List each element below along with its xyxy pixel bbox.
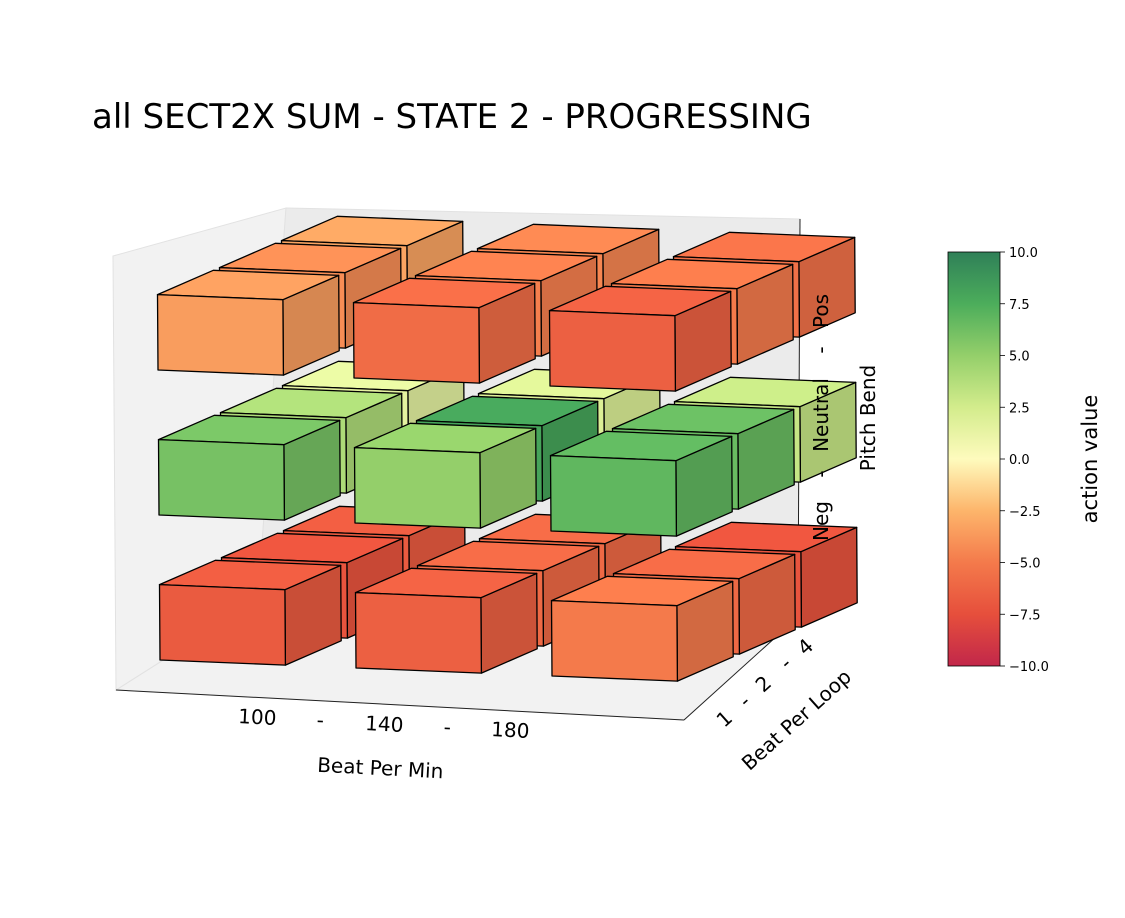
bar-cube <box>352 277 536 384</box>
z-tick-label: Neutral <box>809 378 833 452</box>
colorbar-tick-label: −2.5 <box>1009 505 1041 520</box>
colorbar-gradient <box>947 251 1001 667</box>
chart-title: all SECT2X SUM - STATE 2 - PROGRESSING <box>92 97 812 137</box>
y-tick-label: - <box>775 651 796 674</box>
bar-cube <box>548 285 732 392</box>
x-tick-label: 100 <box>238 704 277 730</box>
x-tick-label: 140 <box>365 711 404 737</box>
colorbar-tick-label: 10.0 <box>1009 246 1038 261</box>
z-tick-label: Neg <box>809 501 833 541</box>
colorbar-label: action value <box>1078 395 1102 524</box>
bar-front-face <box>352 301 481 384</box>
bar-front-face <box>548 309 677 392</box>
bar-front-face <box>354 591 483 674</box>
bar-cube <box>353 422 537 529</box>
colorbar-ticks: 10.0 7.5 5.0 2.5 0.0 −2.5 −5.0 −7.5 −10.0 <box>1000 246 1049 675</box>
x-tick-label: 180 <box>491 717 530 743</box>
y-tick-label: 2 <box>751 671 777 697</box>
bar-cube <box>354 567 538 674</box>
x-axis-label: Beat Per Min <box>317 753 444 784</box>
z-tick-label: Pos <box>809 294 833 328</box>
y-tick-label: - <box>734 689 755 712</box>
colorbar-tick-label: −5.0 <box>1009 557 1041 572</box>
x-tick-label: - <box>443 715 451 739</box>
x-axis-line <box>115 689 685 721</box>
bar-front-face <box>157 438 286 521</box>
colorbar-tick-label: −7.5 <box>1009 608 1041 623</box>
colorbar: 10.0 7.5 5.0 2.5 0.0 −2.5 −5.0 −7.5 −10.0 action… <box>947 246 1102 675</box>
bar-cube <box>549 430 733 537</box>
colorbar-tick-label: 7.5 <box>1009 298 1030 313</box>
bar-cube <box>157 414 341 521</box>
z-tick-label: - <box>809 346 833 353</box>
z-ticks: Neg - Neutral - Pos <box>809 294 833 541</box>
bar-front-face <box>550 599 679 682</box>
x-ticks: 100 - 140 - 180 <box>238 704 530 743</box>
colorbar-tick-label: −10.0 <box>1009 660 1049 675</box>
colorbar-tick-label: 5.0 <box>1009 350 1030 365</box>
y-tick-label: 1 <box>712 706 738 732</box>
z-axis-label: Pitch Bend <box>856 365 880 471</box>
colorbar-tick-label: 0.0 <box>1009 453 1030 468</box>
colorbar-tick-label: 2.5 <box>1009 401 1030 416</box>
bar-cube <box>156 269 340 376</box>
bar-front-face <box>156 293 285 376</box>
y-tick-label: 4 <box>793 634 819 660</box>
x-tick-label: - <box>316 708 324 732</box>
z-tick-label: - <box>809 470 833 477</box>
bar-cube <box>158 559 342 666</box>
bar-cube <box>550 575 734 682</box>
bar-front-face <box>158 583 287 666</box>
bar-front-face <box>353 446 482 529</box>
bars-layer <box>156 215 858 682</box>
bar-front-face <box>549 454 678 537</box>
